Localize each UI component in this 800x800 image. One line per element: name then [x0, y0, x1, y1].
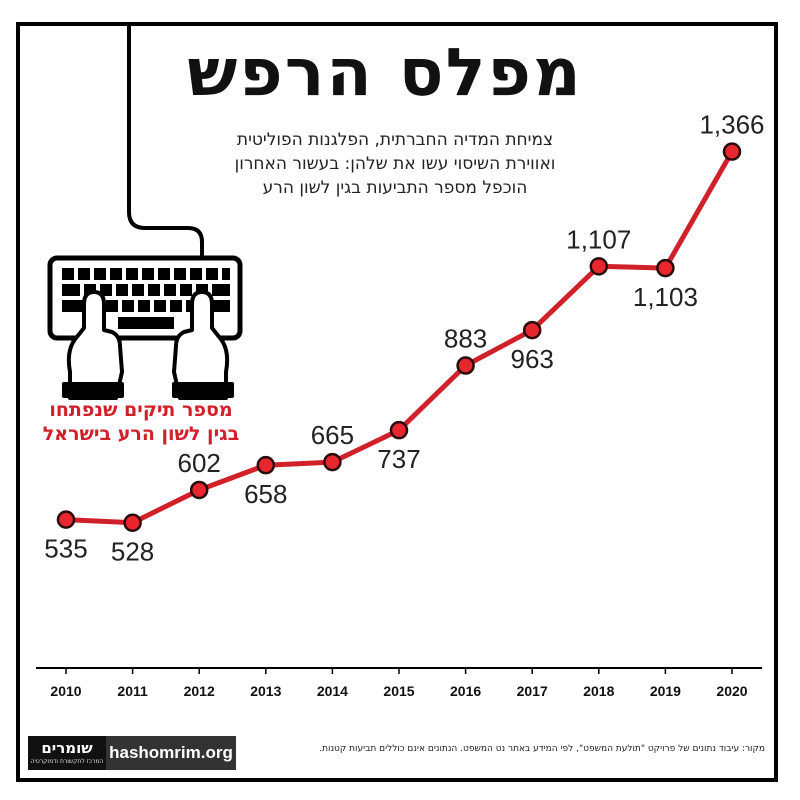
- data-label: 602: [178, 448, 221, 478]
- data-point: [456, 356, 475, 375]
- logo-tagline: המרכז לתקשורת ודמוקרטיה: [30, 758, 104, 765]
- x-tick-label: 2012: [184, 683, 215, 699]
- subtitle-line: צמיחת המדיה החברתית, הפלגנות הפוליטית: [236, 130, 554, 150]
- series-label-line: מספר תיקים שנפתחו: [49, 399, 233, 421]
- x-axis-ticks: [65, 668, 733, 674]
- chart-frame: [16, 22, 778, 782]
- data-label: 963: [511, 344, 554, 374]
- x-axis-tick-labels: 2010 2011 2012 2013 2014 2015 2016 2017 2018 2019…: [50, 683, 747, 699]
- data-label: 665: [311, 420, 354, 450]
- x-tick-label: 2015: [383, 683, 414, 699]
- logo-name: שומרים: [41, 739, 93, 757]
- typing-hands-icon: [62, 290, 234, 400]
- series-label: מספר תיקים שנפתחו בגין לשון הרע בישראל: [26, 398, 256, 446]
- data-point: [389, 420, 409, 440]
- data-label: 1,103: [633, 282, 698, 312]
- keyboard-cable-icon: [127, 22, 204, 258]
- data-label: 528: [111, 537, 154, 567]
- source-note: מקור: עיבוד נתונים של פרויקט "תולעת המשפ…: [319, 744, 765, 754]
- shomrim-logo: שומרים המרכז לתקשורת ודמוקרטיה: [28, 736, 106, 770]
- chart-subtitle: צמיחת המדיה החברתית, הפלגנות הפוליטית וא…: [180, 128, 610, 200]
- data-point: [189, 480, 209, 500]
- series-label-line: בגין לשון הרע בישראל: [42, 423, 240, 445]
- x-tick-label: 2013: [250, 683, 281, 699]
- subtitle-line: ואווירת השיסוי עשו את שלהן: בעשור האחרון: [234, 154, 556, 174]
- data-point: [589, 257, 609, 276]
- data-point: [256, 455, 276, 475]
- data-label: 658: [244, 479, 287, 509]
- data-point: [722, 142, 742, 161]
- data-label: 1,107: [566, 224, 631, 254]
- data-label: 1,366: [699, 110, 764, 140]
- data-label: 535: [44, 534, 87, 564]
- data-point: [123, 513, 142, 532]
- x-tick-label: 2020: [716, 683, 747, 699]
- chart-title: מפלס הרפש: [187, 34, 583, 111]
- data-point: [323, 452, 342, 472]
- series-markers: [56, 142, 742, 532]
- subtitle-line: הוכפל מספר התביעות בגין לשון הרע: [262, 178, 528, 198]
- x-tick-label: 2019: [650, 683, 681, 699]
- data-label: 883: [444, 324, 487, 354]
- x-tick-label: 2014: [317, 683, 348, 699]
- x-tick-label: 2018: [583, 683, 614, 699]
- data-point: [522, 320, 542, 340]
- x-tick-label: 2011: [117, 683, 148, 699]
- data-label: 737: [377, 444, 420, 474]
- data-point: [656, 258, 675, 278]
- x-tick-label: 2010: [50, 683, 81, 699]
- x-tick-label: 2017: [517, 683, 548, 699]
- data-point: [56, 510, 76, 529]
- site-url: hashomrim.org: [106, 736, 236, 770]
- x-tick-label: 2016: [450, 683, 481, 699]
